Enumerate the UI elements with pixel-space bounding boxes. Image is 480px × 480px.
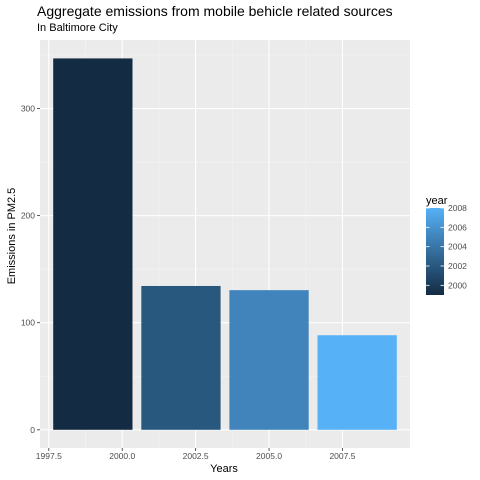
y-tick-label: 100 bbox=[21, 318, 35, 328]
y-tick-label: 300 bbox=[21, 104, 35, 114]
bar-1999 bbox=[53, 58, 133, 430]
colorbar-tick-label: 2006 bbox=[448, 222, 467, 232]
bar-2002 bbox=[141, 285, 221, 430]
legend-title: year bbox=[426, 195, 448, 207]
chart-subtitle: In Baltimore City bbox=[37, 22, 118, 34]
x-tick-label: 1997.5 bbox=[36, 451, 62, 461]
legend: year 2000 2002 2004 2006 2008 bbox=[426, 195, 467, 295]
y-axis-title: Emissions in PM2.5 bbox=[6, 188, 18, 285]
colorbar-tick-label: 2002 bbox=[448, 261, 467, 271]
x-tick-label: 2007.5 bbox=[329, 451, 355, 461]
y-tick-label: 200 bbox=[21, 211, 35, 221]
colorbar bbox=[426, 208, 444, 295]
chart-title: Aggregate emissions from mobile behicle … bbox=[37, 3, 393, 19]
colorbar-tick-label: 2004 bbox=[448, 242, 467, 252]
colorbar-tick-label: 2008 bbox=[448, 203, 467, 213]
x-tick-label: 2000.0 bbox=[109, 451, 135, 461]
colorbar-tick-label: 2000 bbox=[448, 280, 467, 290]
bar-2005 bbox=[229, 290, 309, 430]
x-tick-label: 2002.5 bbox=[183, 451, 209, 461]
axes: 1997.5 2000.0 2002.5 2005.0 2007.5 0 100 200 300 bbox=[21, 104, 356, 461]
x-tick-label: 2005.0 bbox=[256, 451, 282, 461]
y-tick-label: 0 bbox=[30, 425, 35, 435]
bars bbox=[53, 58, 397, 430]
bar-2008 bbox=[317, 335, 397, 430]
x-axis-title: Years bbox=[210, 463, 238, 475]
